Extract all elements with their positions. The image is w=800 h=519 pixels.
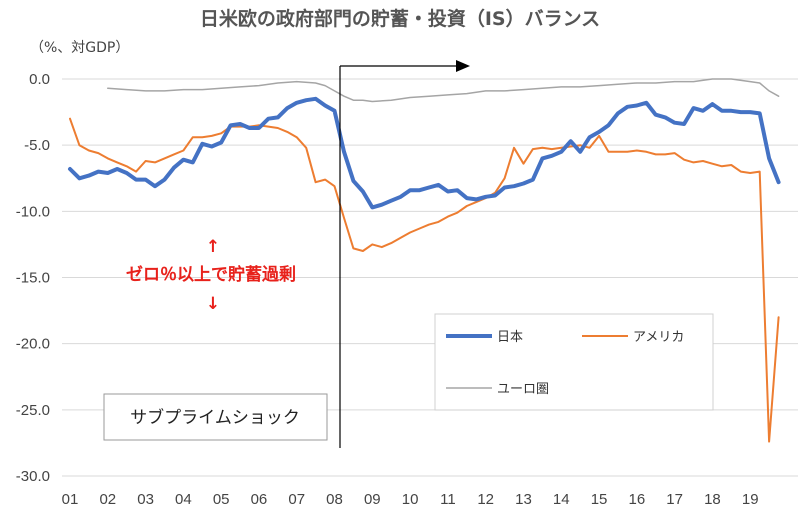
- arrow-right-icon: [456, 60, 470, 72]
- y-tick-label: -15.0: [16, 270, 50, 287]
- x-tick-label: 18: [704, 491, 721, 508]
- x-tick-label: 12: [477, 491, 494, 508]
- y-tick-label: -30.0: [16, 468, 50, 485]
- chart-title: 日米欧の政府部門の貯蓄・投資（IS）バランス: [200, 7, 600, 30]
- x-tick-label: 04: [175, 491, 192, 508]
- y-axis-ticks: 0.0 -5.0 -10.0 -15.0 -20.0 -25.0 -30.0: [16, 71, 50, 485]
- x-tick-label: 16: [628, 491, 645, 508]
- event-box: サブプライムショック: [103, 393, 328, 441]
- legend-label-eurozone: ユーロ圏: [497, 382, 549, 397]
- x-axis-ticks: 01 02 03 04 05 06 07 08 09 10 11 12 13 14 15 16 17 18 19: [62, 491, 759, 508]
- savings-surplus-annotation: ゼロ％以上で貯蓄過剰: [126, 264, 296, 285]
- up-arrow-annotation: ↑: [206, 237, 220, 257]
- event-box-label: サブプライムショック: [130, 407, 300, 428]
- x-tick-label: 07: [288, 491, 305, 508]
- y-axis-unit-label: （%、対GDP）: [30, 40, 129, 56]
- legend-label-usa: アメリカ: [633, 330, 684, 345]
- x-tick-label: 13: [515, 491, 532, 508]
- x-tick-label: 06: [251, 491, 268, 508]
- x-tick-label: 19: [742, 491, 759, 508]
- x-tick-label: 10: [402, 491, 419, 508]
- x-tick-label: 08: [326, 491, 343, 508]
- y-tick-label: -25.0: [16, 402, 50, 419]
- x-tick-label: 14: [553, 491, 570, 508]
- x-tick-label: 09: [364, 491, 381, 508]
- series-lines: [68, 78, 781, 443]
- subprime-marker: [339, 60, 470, 448]
- legend: 日本 アメリカ ユーロ圏: [434, 313, 714, 411]
- series-line-eurozone: [107, 78, 780, 103]
- down-arrow-annotation: ↓: [206, 294, 220, 314]
- y-tick-label: -5.0: [24, 137, 50, 154]
- y-tick-label: 0.0: [29, 71, 50, 88]
- series-line-usa: [69, 117, 780, 443]
- x-tick-label: 05: [213, 491, 230, 508]
- x-tick-label: 15: [591, 491, 608, 508]
- x-tick-label: 11: [440, 491, 456, 508]
- x-tick-label: 03: [137, 491, 154, 508]
- x-tick-label: 17: [666, 491, 683, 508]
- y-tick-label: -10.0: [16, 203, 50, 220]
- x-tick-label: 02: [99, 491, 116, 508]
- y-tick-label: -20.0: [16, 336, 50, 353]
- legend-frame: [434, 313, 714, 411]
- x-tick-label: 01: [62, 491, 79, 508]
- series-line-japan: [68, 96, 781, 210]
- legend-label-japan: 日本: [497, 330, 523, 345]
